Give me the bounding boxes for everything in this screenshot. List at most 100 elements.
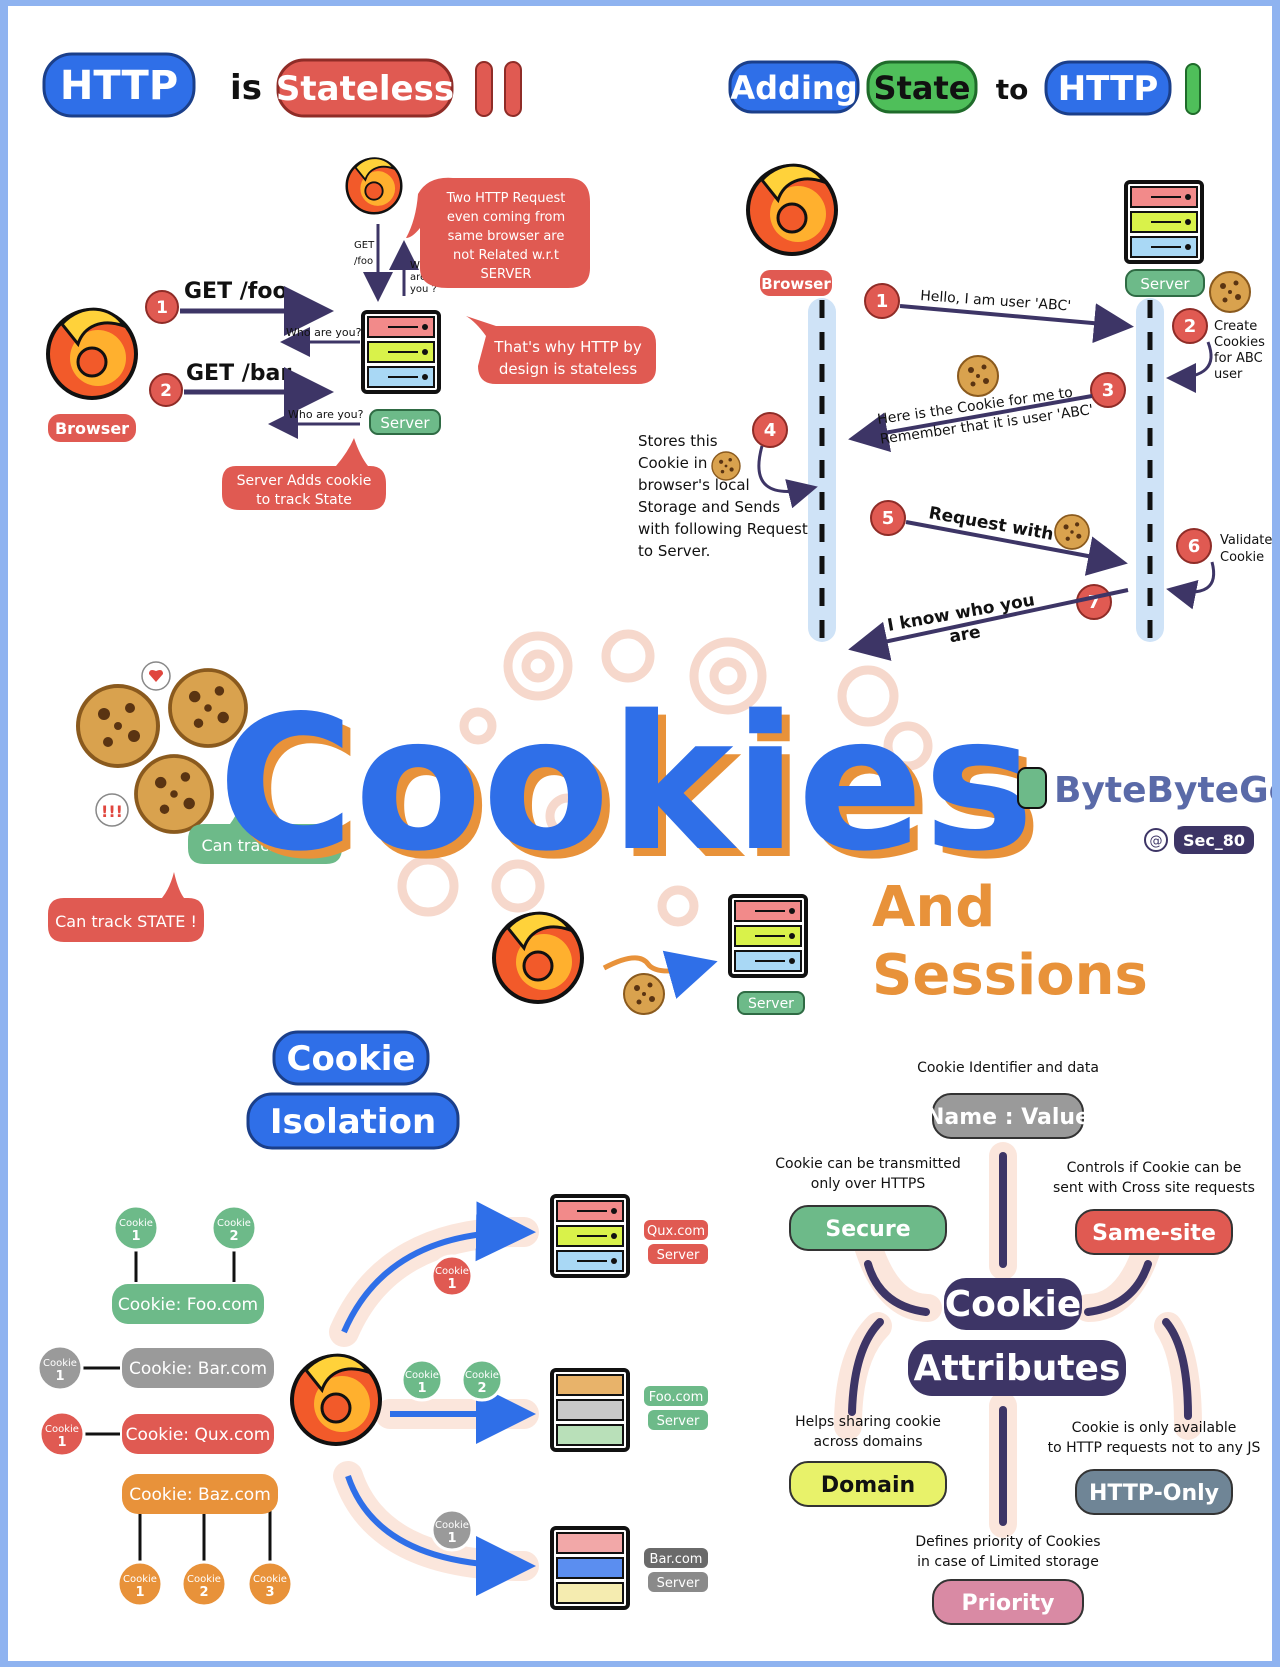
svg-text:sent with Cross site requests: sent with Cross site requests bbox=[1053, 1180, 1255, 1196]
adding-state-title: Adding State to HTTP bbox=[728, 60, 1201, 116]
why-line-2: design is stateless bbox=[499, 360, 637, 378]
star-icon bbox=[235, 755, 261, 781]
attribute-items: Name : Value Cookie Identifier and data Se… bbox=[775, 1060, 1261, 1625]
server-icon bbox=[361, 310, 441, 394]
svg-text:Cookie: Cookie bbox=[435, 1520, 469, 1531]
group-cookie-badges: Cookie1Cookie2Cookie1Cookie1Cookie1Cooki… bbox=[36, 1204, 294, 1608]
title-to: to bbox=[996, 73, 1029, 106]
svg-text:Same-site: Same-site bbox=[1092, 1221, 1216, 1246]
step-2-badge: 2 bbox=[160, 381, 172, 401]
title-http-2: HTTP bbox=[1058, 69, 1159, 109]
stateless-title: HTTP is Stateless bbox=[42, 52, 522, 118]
svg-text:1: 1 bbox=[447, 1531, 456, 1546]
step-1-badge: 1 bbox=[156, 298, 168, 318]
request-1-label: GET /foo bbox=[184, 279, 288, 304]
server-domain-2: Foo.com bbox=[649, 1390, 704, 1405]
cookie-icon-4 bbox=[1054, 514, 1090, 550]
step-4-line-6: to Server. bbox=[638, 542, 710, 560]
server-label-1: Server bbox=[657, 1248, 700, 1263]
why-line-1: That's why HTTP by bbox=[493, 338, 642, 356]
server-adds-cookie-text: Server Adds cookie to track State bbox=[237, 473, 372, 508]
server-domain-3: Bar.com bbox=[650, 1552, 703, 1567]
svg-text:Domain: Domain bbox=[821, 1473, 915, 1498]
svg-text:2: 2 bbox=[199, 1585, 208, 1600]
brand-logo-icon bbox=[1017, 767, 1047, 809]
browser-icon bbox=[46, 307, 138, 400]
diagram-canvas: HTTP is Stateless Browser Server 1 GET /… bbox=[8, 6, 1272, 1661]
svg-text:Cookie: Cookie bbox=[253, 1574, 287, 1585]
svg-text:Defines priority of Cookies: Defines priority of Cookies bbox=[915, 1534, 1100, 1550]
title-http: HTTP bbox=[60, 63, 178, 109]
step-6-line-2: Cookie bbox=[1220, 550, 1264, 565]
attributes-title-1: Cookie bbox=[945, 1284, 1082, 1325]
group-baz-label: Cookie: Baz.com bbox=[129, 1485, 271, 1505]
cookie-icon-5 bbox=[623, 973, 665, 1015]
attribute-5: HTTP-Only Cookie is only available to HTTP… bbox=[1048, 1420, 1261, 1515]
title-stateless: Stateless bbox=[276, 69, 454, 109]
step-2-line-1: Create bbox=[1214, 319, 1257, 334]
group-foo-label: Cookie: Foo.com bbox=[118, 1295, 258, 1315]
step-5-circle: 5 bbox=[882, 508, 895, 529]
svg-text:only over HTTPS: only over HTTPS bbox=[811, 1176, 926, 1192]
alert-bubble-icon: !!! bbox=[95, 793, 129, 827]
cookie-icon bbox=[1209, 271, 1251, 313]
browser-icon-2 bbox=[746, 163, 838, 256]
step-2-line-2: Cookies bbox=[1214, 335, 1265, 350]
track-user-label: Can track USER bbox=[201, 836, 326, 855]
title-state: State bbox=[874, 69, 971, 107]
step-2-line-3: for ABC bbox=[1214, 351, 1263, 366]
subtitle-and: And bbox=[872, 875, 995, 940]
svg-text:Cookie: Cookie bbox=[405, 1370, 439, 1381]
svg-text:Cookie: Cookie bbox=[435, 1266, 469, 1277]
server-label-2: Server bbox=[1140, 275, 1190, 293]
svg-text:Helps sharing cookie: Helps sharing cookie bbox=[795, 1414, 941, 1430]
isolation-diagram: Cookie: Foo.com Cookie: Bar.com Cookie: … bbox=[36, 1194, 708, 1610]
step-4-line-3: browser's local bbox=[638, 476, 750, 494]
bubble-line-4: not Related w.r.t bbox=[453, 248, 559, 263]
browser-label: Browser bbox=[55, 419, 129, 438]
attributes-title-2: Attributes bbox=[914, 1348, 1121, 1389]
svg-text:1: 1 bbox=[135, 1585, 144, 1600]
browser-icon-3 bbox=[492, 911, 584, 1004]
svg-text:across domains: across domains bbox=[813, 1434, 922, 1450]
attribute-1: Name : Value Cookie Identifier and data bbox=[917, 1060, 1099, 1139]
cookie-icon-3 bbox=[711, 451, 741, 481]
server-label-3: Server bbox=[748, 996, 794, 1012]
step-6-line-1: Validate bbox=[1220, 533, 1272, 548]
server-bar-icon bbox=[550, 1526, 630, 1610]
cookie-icon-2 bbox=[957, 355, 999, 397]
server-foo-icon bbox=[550, 1368, 630, 1452]
bubble-line-1: Two HTTP Request bbox=[446, 191, 566, 206]
step-4-line-1: Stores this bbox=[638, 432, 718, 450]
step-4-circle: 4 bbox=[764, 420, 777, 441]
server-domain-1: Qux.com bbox=[647, 1224, 705, 1239]
track-state-label: Can track STATE ! bbox=[55, 912, 197, 931]
who-are-you-1: Who are you? bbox=[286, 326, 362, 339]
heart-icon bbox=[141, 661, 171, 691]
adds-cookie-line-2: to track State bbox=[256, 492, 352, 508]
attribute-2: Secure Cookie can be transmitted only over… bbox=[775, 1156, 961, 1251]
step-4-line-4: Storage and Sends bbox=[638, 498, 780, 516]
exclamation-icon bbox=[475, 61, 522, 117]
bubble-line-3: same browser are bbox=[448, 229, 565, 244]
svg-text:Cookie is only available: Cookie is only available bbox=[1072, 1420, 1237, 1436]
svg-text:1: 1 bbox=[55, 1369, 64, 1384]
server-label: Server bbox=[380, 414, 430, 432]
attributes-diagram: Cookie Attributes Name : Value Cookie Ide… bbox=[775, 1060, 1261, 1625]
svg-text:Cookie: Cookie bbox=[217, 1218, 251, 1229]
svg-text:Cookie can be transmitted: Cookie can be transmitted bbox=[775, 1156, 961, 1172]
subtitle-sessions: Sessions bbox=[872, 943, 1148, 1008]
main-title: Cookies bbox=[218, 675, 1034, 892]
handle-label: Sec_80 bbox=[1183, 831, 1245, 850]
step-4-text: Stores this Cookie in browser's local Stora… bbox=[638, 432, 808, 560]
svg-text:Priority: Priority bbox=[962, 1591, 1055, 1616]
who-are-you-2: Who are you? bbox=[288, 408, 364, 421]
at-icon: @ bbox=[1144, 828, 1168, 852]
